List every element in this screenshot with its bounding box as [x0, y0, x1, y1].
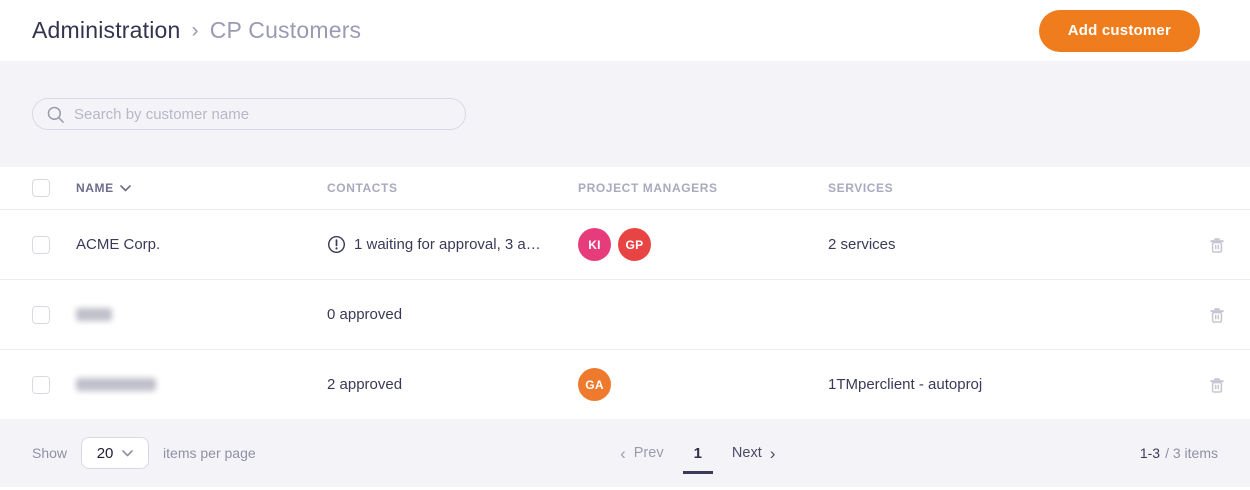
cell-managers: KI GP [578, 228, 828, 261]
trash-icon [1206, 304, 1228, 326]
cell-managers: GA [578, 368, 828, 401]
select-all-checkbox[interactable] [32, 179, 50, 197]
trash-icon [1206, 234, 1228, 256]
show-label: Show [32, 445, 68, 461]
column-header-services: SERVICES [828, 181, 894, 195]
project-manager-avatar[interactable]: GA [578, 368, 611, 401]
redacted-name [76, 378, 156, 391]
page-size-value: 20 [96, 444, 114, 462]
sort-chevron-down-icon [119, 184, 131, 192]
current-page-number[interactable]: 1 [690, 445, 706, 462]
cell-contacts: 1 waiting for approval, 3 a… [327, 235, 578, 254]
chevron-left-icon: ‹ [620, 443, 626, 463]
page-size-select[interactable]: 20 [81, 437, 150, 469]
row-select-cell [32, 235, 76, 254]
table-row: 2 approved GA 1TMperclient - autoproj [0, 349, 1250, 419]
chevron-right-icon: › [769, 443, 776, 463]
redacted-name [76, 308, 112, 321]
cell-actions [1168, 232, 1230, 258]
column-header-name[interactable]: NAME [76, 181, 327, 195]
add-customer-button[interactable]: Add customer [1038, 9, 1200, 52]
cell-services: 2 services [828, 236, 896, 253]
cell-services: 1TMperclient - autoproj [828, 376, 983, 393]
table-header-row: NAME CONTACTS PROJECT MANAGERS SERVICES [0, 167, 1250, 209]
search-input[interactable] [74, 105, 452, 123]
cell-name: ACME Corp. [76, 236, 161, 253]
search-box[interactable] [32, 98, 466, 130]
select-all-cell [32, 179, 76, 197]
table-body: ACME Corp. 1 waiting for approval, 3 a… … [0, 209, 1250, 419]
items-range: 1-3 [1139, 445, 1161, 461]
cell-name [76, 378, 327, 391]
chevron-down-icon [122, 449, 134, 457]
search-section [0, 61, 1250, 167]
breadcrumb-administration[interactable]: Administration [32, 17, 181, 43]
items-per-page-label: items per page [163, 445, 256, 461]
row-select-cell [32, 375, 76, 394]
project-manager-avatar[interactable]: KI [578, 228, 611, 261]
breadcrumb-separator: › [191, 18, 199, 42]
pagination: ‹ Prev 1 Next › [256, 445, 1140, 462]
warning-icon [327, 235, 346, 254]
row-checkbox[interactable] [32, 375, 50, 394]
delete-customer-button[interactable] [1204, 232, 1230, 258]
page-header: Administration › CP Customers Add custom… [0, 0, 1250, 61]
column-header-contacts: CONTACTS [327, 181, 398, 195]
next-page-button[interactable]: Next › [731, 443, 776, 463]
cell-actions [1168, 372, 1230, 398]
contacts-text: 0 approved [327, 306, 403, 323]
table-row: ACME Corp. 1 waiting for approval, 3 a… … [0, 209, 1250, 279]
prev-page-button[interactable]: ‹ Prev [620, 443, 664, 463]
row-checkbox[interactable] [32, 235, 50, 254]
project-manager-avatar[interactable]: GP [618, 228, 651, 261]
delete-customer-button[interactable] [1204, 372, 1230, 398]
cell-contacts: 0 approved [327, 306, 578, 323]
page-size-group: Show 20 items per page [32, 437, 256, 469]
cell-actions [1168, 302, 1230, 328]
contacts-text: 2 approved [327, 376, 403, 393]
items-total: / 3 items [1165, 445, 1218, 461]
column-header-project-managers: PROJECT MANAGERS [578, 181, 718, 195]
trash-icon [1206, 374, 1228, 396]
table-row: 0 approved [0, 279, 1250, 349]
search-icon [46, 105, 65, 124]
delete-customer-button[interactable] [1204, 302, 1230, 328]
row-checkbox[interactable] [32, 305, 50, 324]
breadcrumb-current: CP Customers [209, 17, 362, 43]
table-footer: Show 20 items per page ‹ Prev 1 Next › 1… [0, 419, 1250, 487]
contacts-text: 1 waiting for approval, 3 a… [354, 236, 541, 253]
cell-contacts: 2 approved [327, 376, 578, 393]
items-count: 1-3 / 3 items [1140, 445, 1218, 461]
breadcrumb: Administration › CP Customers [32, 17, 361, 44]
row-select-cell [32, 305, 76, 324]
cell-name [76, 308, 327, 321]
